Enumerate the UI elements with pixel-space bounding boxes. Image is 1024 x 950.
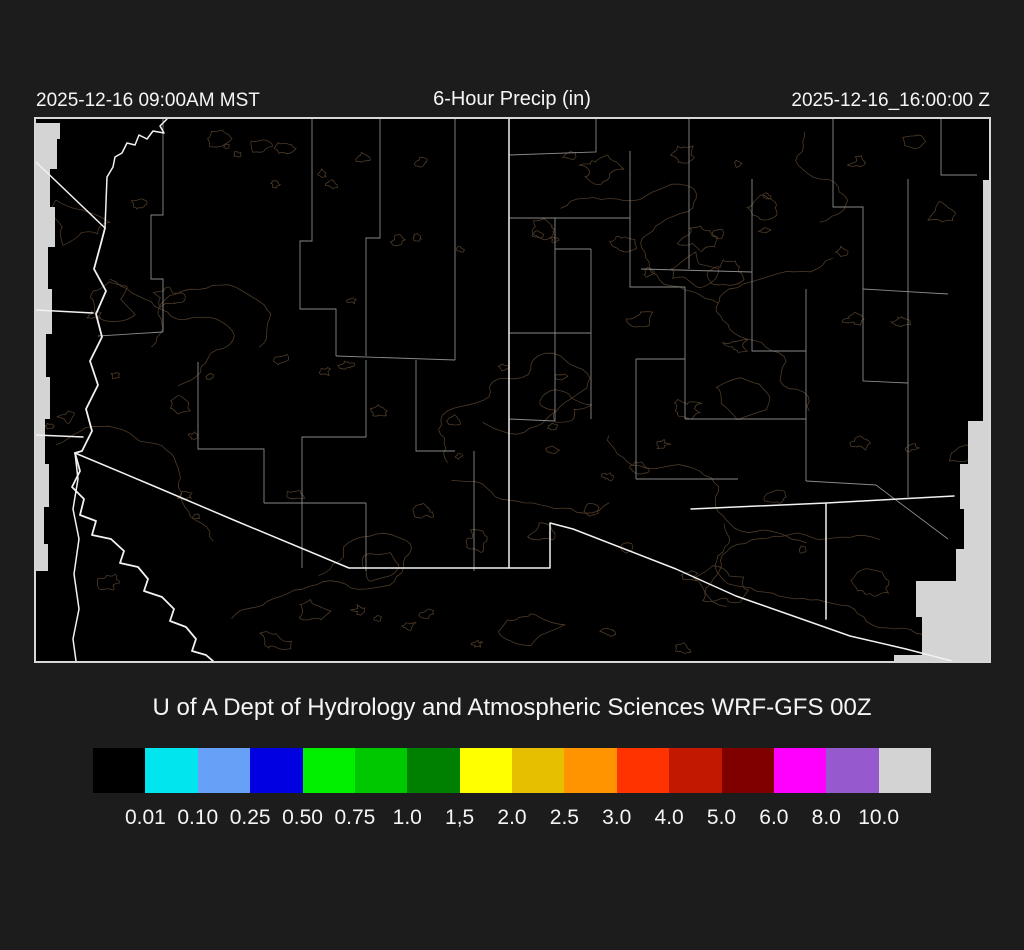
colorbar-tick-label: 1,5 bbox=[445, 806, 475, 829]
state-line-west-2 bbox=[36, 434, 84, 438]
colorbar-tick-label: 5.0 bbox=[706, 806, 737, 829]
colorbar-swatch bbox=[93, 748, 146, 793]
terrain-contours bbox=[42, 129, 986, 654]
colorbar-swatch bbox=[145, 748, 198, 793]
precip-colorbar bbox=[93, 748, 931, 793]
colorbar-tick-label: 6.0 bbox=[759, 806, 789, 829]
virgin-river bbox=[104, 119, 168, 229]
map-title: 6-Hour Precip (in) bbox=[433, 88, 591, 110]
colorbar-tick-label: 8.0 bbox=[811, 806, 841, 829]
colorbar-swatch bbox=[354, 748, 408, 793]
valid-time-local: 2025-12-16 09:00AM MST bbox=[36, 90, 260, 111]
colorbar-swatch bbox=[773, 748, 827, 793]
colorbar-tick-label: 0.50 bbox=[282, 806, 323, 829]
colorbar-swatch bbox=[826, 748, 879, 793]
colorbar-tick-label: 3.0 bbox=[602, 806, 632, 829]
colorbar-tick-label: 1.0 bbox=[392, 806, 422, 829]
colorbar-tick-labels: 0.01 0.10 0.25 0.50 0.75 1.0 1,5 2.0 2.5 3.0 4.0 5.… bbox=[93, 806, 931, 834]
valid-time-utc: 2025-12-16_16:00:00 Z bbox=[791, 90, 990, 111]
colorbar-swatch bbox=[721, 748, 774, 793]
colorbar-swatch bbox=[616, 748, 670, 793]
texas-border-north bbox=[690, 495, 955, 510]
domain-edge-mask bbox=[36, 123, 989, 661]
county-borders bbox=[97, 119, 977, 571]
colorbar-swatch bbox=[302, 748, 355, 793]
colorbar-tick-label: 2.5 bbox=[549, 806, 579, 829]
state-borders bbox=[36, 119, 955, 661]
mexico-border bbox=[74, 452, 953, 661]
colorbar-swatch bbox=[459, 748, 512, 793]
state-line-west-1 bbox=[36, 309, 94, 314]
caption: U of A Dept of Hydrology and Atmospheric… bbox=[152, 694, 872, 721]
colorbar-tick-label: 0.75 bbox=[334, 806, 376, 829]
colorbar-tick-label: 4.0 bbox=[654, 806, 684, 829]
colorado-river bbox=[74, 227, 107, 454]
colorbar-tick-label: 0.10 bbox=[177, 806, 219, 829]
nevada-border bbox=[36, 161, 106, 229]
colorbar-tick-label: 0.25 bbox=[229, 806, 271, 829]
colorbar-swatch bbox=[512, 748, 565, 793]
colorbar-tick-label: 10.0 bbox=[858, 806, 900, 829]
colorbar-swatch bbox=[197, 748, 251, 793]
colorbar-swatch bbox=[407, 748, 460, 793]
colorbar-swatch bbox=[564, 748, 617, 793]
map-canvas bbox=[36, 119, 989, 661]
colorado-river-lower bbox=[71, 452, 214, 661]
colorbar-swatch bbox=[878, 748, 931, 793]
colorbar-swatch bbox=[669, 748, 722, 793]
map-frame bbox=[34, 117, 991, 663]
colorbar-swatch bbox=[250, 748, 303, 793]
california-border bbox=[72, 452, 80, 661]
colorbar-tick-label: 0.01 bbox=[124, 806, 166, 829]
colorbar-tick-label: 2.0 bbox=[497, 806, 527, 829]
